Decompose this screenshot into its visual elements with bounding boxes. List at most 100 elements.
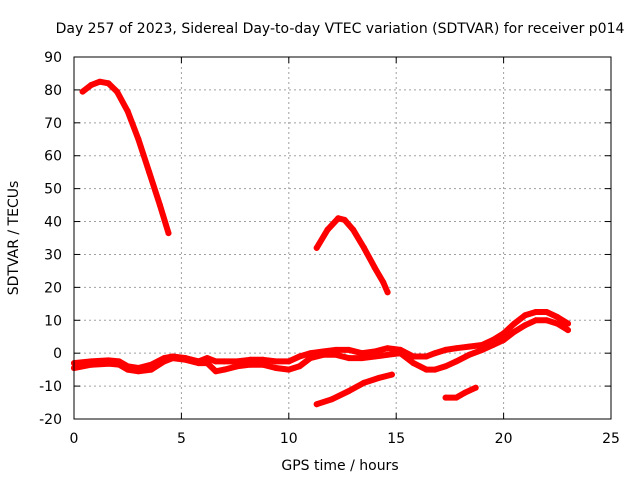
data-point: [148, 361, 155, 368]
x-tick-label: 10: [280, 431, 298, 447]
data-point: [324, 226, 331, 233]
y-tick-label: 40: [44, 215, 62, 231]
data-point: [479, 346, 486, 353]
data-point: [156, 202, 163, 209]
data-point: [135, 136, 142, 143]
x-tick-label: 15: [387, 431, 405, 447]
data-point: [204, 355, 211, 362]
data-point: [565, 327, 571, 334]
data-point: [96, 78, 103, 85]
data-point: [472, 384, 479, 391]
data-point: [466, 351, 473, 358]
data-point: [212, 358, 219, 365]
data-point: [260, 361, 266, 368]
data-point: [461, 389, 468, 396]
data-point: [234, 363, 241, 370]
chart-title: Day 257 of 2023, Sidereal Day-to-day VTE…: [56, 21, 625, 37]
data-point: [350, 226, 357, 233]
data-point: [500, 337, 507, 343]
data-point: [285, 366, 292, 373]
data-point: [543, 317, 550, 324]
y-tick-label: 60: [44, 149, 62, 165]
data-point: [442, 363, 449, 370]
data-point: [124, 363, 131, 370]
data-point: [272, 365, 279, 371]
data-point: [442, 394, 449, 401]
data-point: [341, 216, 348, 223]
data-point: [88, 358, 95, 365]
data-point: [105, 80, 112, 87]
data-point: [307, 350, 314, 357]
series-arc-4: [442, 384, 479, 401]
y-tick-label: 10: [44, 313, 62, 329]
data-point: [565, 320, 571, 327]
data-point: [376, 374, 382, 381]
data-point: [116, 358, 123, 365]
data-point: [345, 355, 352, 362]
data-point: [388, 371, 395, 378]
data-point: [543, 309, 550, 315]
data-point: [333, 351, 340, 358]
data-point: [423, 366, 430, 373]
data-point: [358, 350, 365, 357]
data-point: [234, 358, 241, 365]
data-point: [345, 346, 352, 353]
data-point: [371, 264, 378, 271]
data-point: [423, 353, 430, 360]
data-point: [511, 320, 518, 327]
y-tick-label: 50: [44, 182, 62, 198]
data-point: [453, 394, 460, 401]
data-point: [333, 346, 340, 353]
data-point: [146, 169, 153, 176]
data-point: [79, 88, 86, 95]
data-point: [296, 363, 303, 370]
data-point: [105, 357, 112, 364]
data-point: [532, 309, 539, 315]
data-point: [285, 358, 292, 365]
data-series: [71, 78, 571, 408]
data-point: [453, 345, 460, 352]
data-point: [554, 314, 561, 320]
data-point: [554, 320, 561, 327]
data-point: [489, 337, 496, 343]
y-tick-label: 20: [44, 280, 62, 296]
plot-frame: [73, 56, 612, 420]
x-tick-label: 0: [70, 431, 79, 447]
data-point: [313, 401, 320, 408]
data-point: [320, 348, 327, 355]
y-tick-label: -20: [39, 412, 62, 428]
data-point: [272, 358, 279, 365]
data-point: [88, 82, 95, 88]
data-point: [431, 350, 438, 357]
data-point: [371, 353, 378, 360]
data-point: [384, 345, 391, 352]
y-tick-label: 90: [44, 50, 62, 66]
data-point: [410, 360, 417, 367]
data-point: [522, 312, 529, 319]
data-point: [453, 358, 460, 365]
y-tick-label: 30: [44, 247, 62, 263]
data-point: [260, 356, 266, 363]
data-point: [500, 330, 507, 337]
data-point: [221, 358, 228, 365]
data-point: [296, 353, 303, 360]
y-tick-label: 70: [44, 116, 62, 132]
data-point: [442, 346, 449, 353]
data-point: [221, 366, 228, 373]
data-point: [522, 322, 529, 329]
y-tick-label: -10: [39, 379, 62, 395]
data-point: [361, 379, 367, 386]
data-point: [212, 368, 219, 375]
data-point: [114, 88, 120, 95]
x-axis-label: GPS time / hours: [281, 458, 398, 474]
x-tick-label: 25: [602, 431, 620, 447]
data-point: [511, 328, 518, 335]
data-point: [384, 289, 391, 296]
data-point: [466, 343, 473, 350]
data-point: [479, 342, 486, 348]
data-point: [124, 108, 131, 115]
x-tick-label: 5: [177, 431, 186, 447]
data-point: [182, 355, 189, 362]
data-point: [361, 244, 367, 251]
